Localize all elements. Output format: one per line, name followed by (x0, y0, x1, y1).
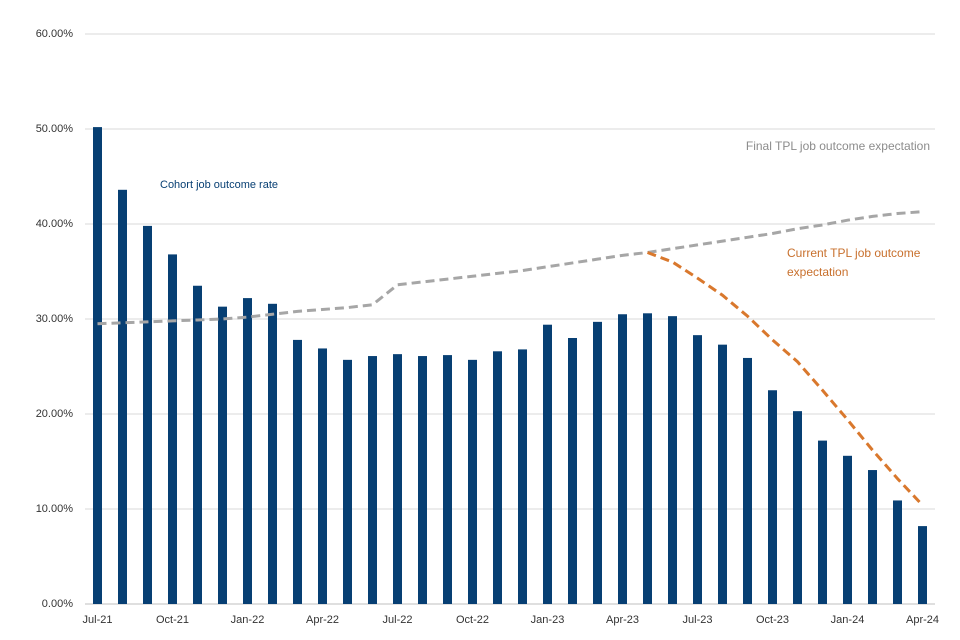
bar (793, 411, 802, 604)
bar (93, 127, 102, 604)
bar (493, 351, 502, 604)
y-tick-label: 0.00% (42, 598, 73, 610)
y-tick-label: 20.00% (36, 408, 74, 420)
bar (243, 298, 252, 604)
x-tick-label: Oct-21 (156, 614, 189, 626)
x-tick-label: Jan-24 (831, 614, 865, 626)
annotation: Current TPL job outcome expectation (787, 246, 921, 279)
bar (668, 316, 677, 604)
bar (818, 440, 827, 604)
x-tick-label: Jul-22 (383, 614, 413, 626)
bar (768, 390, 777, 604)
x-tick-label: Jan-23 (531, 614, 565, 626)
bar (143, 225, 152, 604)
annotation: Cohort job outcome rate (160, 179, 279, 191)
bar (568, 338, 577, 604)
bar (168, 254, 177, 604)
y-tick-label: 40.00% (36, 218, 74, 230)
bar (843, 455, 852, 604)
y-tick-label: 10.00% (36, 503, 74, 515)
y-tick-label: 30.00% (36, 313, 74, 325)
y-tick-label: 60.00% (36, 28, 74, 40)
bar (368, 356, 377, 604)
x-tick-label: Oct-22 (456, 614, 489, 626)
bar (743, 357, 752, 604)
bar (718, 344, 727, 604)
annotation: Final TPL job outcome expectation (745, 139, 930, 153)
bar (868, 470, 877, 604)
bar (193, 285, 202, 604)
line (646, 251, 924, 507)
bar (593, 321, 602, 604)
bar (893, 500, 902, 604)
bar (518, 349, 527, 604)
bar (393, 354, 402, 604)
bar (118, 189, 127, 605)
bar (443, 355, 452, 604)
x-tick-label: Apr-23 (606, 614, 639, 626)
bar (643, 313, 652, 604)
bar (618, 314, 627, 604)
x-tick-label: Apr-22 (306, 614, 339, 626)
bar (343, 359, 352, 604)
x-tick-label: Apr-24 (906, 614, 939, 626)
x-tick-label: Jan-22 (231, 614, 265, 626)
bar (293, 339, 302, 604)
y-tick-label: 50.00% (36, 123, 74, 135)
bar (468, 359, 477, 604)
bar (693, 335, 702, 604)
bar (268, 303, 277, 604)
bar (418, 356, 427, 604)
x-tick-label: Oct-23 (756, 614, 789, 626)
bar (218, 306, 227, 604)
bar (918, 526, 927, 604)
bar (318, 348, 327, 604)
bar (543, 324, 552, 604)
x-tick-label: Jul-23 (683, 614, 713, 626)
x-tick-label: Jul-21 (83, 614, 113, 626)
line (97, 210, 923, 326)
